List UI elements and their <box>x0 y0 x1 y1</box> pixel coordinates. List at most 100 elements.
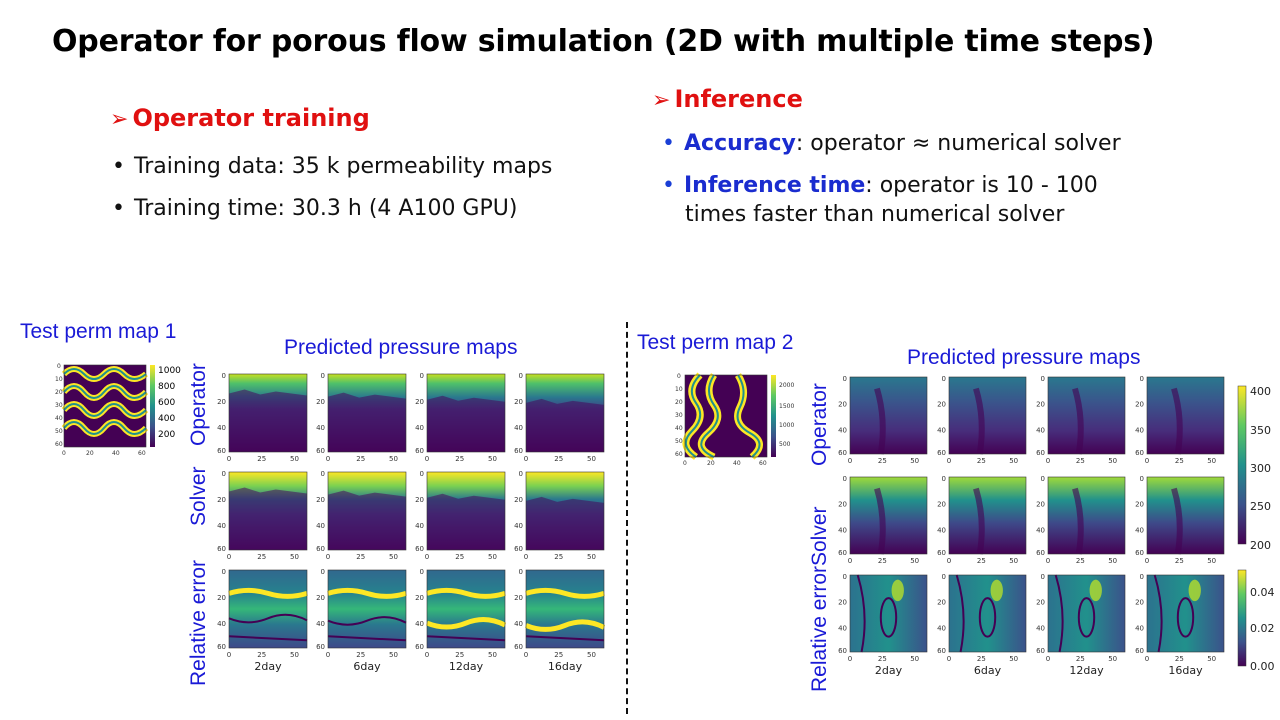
left-perm-xtick: 40 <box>112 450 120 457</box>
left-map-ytick: 0 <box>420 568 424 576</box>
right-map-xtick: 50 <box>1207 557 1216 565</box>
left-map-xtick: 0 <box>524 651 528 659</box>
right-map-ytick: 60 <box>1036 449 1045 457</box>
right-error-hotspot <box>1188 579 1201 602</box>
left-error-band <box>426 587 506 599</box>
left-map-xtick: 25 <box>257 553 266 561</box>
right-map-ytick: 60 <box>1036 647 1045 655</box>
right-perm-cbar-tick: 2000 <box>779 382 794 389</box>
right-map-ytick: 40 <box>937 426 946 434</box>
left-perm-ytick: 0 <box>57 363 61 370</box>
right-error-contour <box>1176 597 1195 638</box>
right-map-ytick: 20 <box>838 401 847 409</box>
left-error-line <box>426 635 506 642</box>
right-map-ytick: 40 <box>1036 426 1045 434</box>
left-perm-channel-core <box>63 385 147 399</box>
right-day-label: 16day <box>1168 664 1203 677</box>
right-map-ytick: 0 <box>1140 573 1144 581</box>
left-map-ytick: 40 <box>514 424 523 432</box>
left-perm-map: 1000 800 600 400 200 0 10 20 30 40 50 60… <box>55 363 181 457</box>
left-map-xtick: 25 <box>356 455 365 463</box>
inference-heading-text: Inference <box>674 85 803 113</box>
right-map-ytick: 0 <box>942 573 946 581</box>
bullet-icon: • <box>112 154 125 179</box>
right-map-xtick: 25 <box>977 457 986 465</box>
right-map-frame <box>1047 574 1126 653</box>
right-map-xtick: 50 <box>910 557 919 565</box>
left-perm-cbar-tick: 200 <box>158 430 175 440</box>
right-map-xtick: 25 <box>1076 557 1085 565</box>
right-map-xtick: 25 <box>1175 557 1184 565</box>
left-map-ytick: 60 <box>415 447 424 455</box>
right-map-xtick: 0 <box>1145 655 1149 663</box>
right-map-ytick: 20 <box>838 501 847 509</box>
right-map-frame <box>948 476 1027 555</box>
training-bullet-text: Training data: 35 k permeability maps <box>134 154 553 179</box>
right-perm-ytick: 50 <box>675 438 683 445</box>
right-map-cell <box>850 477 927 554</box>
right-map-frame <box>849 574 928 653</box>
left-map-xtick: 50 <box>389 651 398 659</box>
left-map-ytick: 60 <box>316 643 325 651</box>
left-map-ytick: 40 <box>514 522 523 530</box>
right-map-ytick: 60 <box>937 549 946 557</box>
left-map-ytick: 40 <box>217 522 226 530</box>
right-map-xtick: 50 <box>1108 457 1117 465</box>
right-error-contour <box>879 597 898 638</box>
left-error-band <box>525 587 605 599</box>
left-map-ytick: 60 <box>217 447 226 455</box>
left-map-ytick: 20 <box>217 398 226 406</box>
right-perm-ytick: 10 <box>675 386 683 393</box>
right-map-ytick: 0 <box>942 375 946 383</box>
right-perm-xtick: 0 <box>683 460 687 467</box>
right-map-ytick: 20 <box>1036 501 1045 509</box>
right-map-ytick: 20 <box>937 599 946 607</box>
right-map-ytick: 60 <box>1135 549 1144 557</box>
left-map-frame <box>327 471 407 551</box>
inference-time-text: : operator is 10 - 100 <box>865 173 1098 198</box>
right-day-label: 2day <box>875 664 903 677</box>
slide-title: Operator for porous flow simulation (2D … <box>52 24 1155 59</box>
left-perm-cbar-tick: 400 <box>158 414 175 424</box>
right-map-xtick: 25 <box>1175 655 1184 663</box>
right-map-xtick: 50 <box>1009 457 1018 465</box>
right-map-plume <box>1171 387 1183 455</box>
left-map-ytick: 40 <box>316 620 325 628</box>
right-error-contour <box>955 574 965 653</box>
right-map-ytick: 20 <box>937 401 946 409</box>
left-map-xtick: 0 <box>425 455 429 463</box>
right-map-frame <box>1146 376 1225 455</box>
right-map-frame <box>1146 574 1225 653</box>
left-perm-channel-core <box>63 421 147 435</box>
left-error-band <box>327 587 407 599</box>
left-map-xtick: 0 <box>326 455 330 463</box>
left-map-xtick: 50 <box>587 651 596 659</box>
left-map-xtick: 25 <box>554 553 563 561</box>
left-perm-label: Test perm map 1 <box>20 320 177 343</box>
left-map-cell <box>526 570 604 648</box>
right-map-ytick: 0 <box>1041 573 1045 581</box>
left-map-ytick: 0 <box>420 470 424 478</box>
training-bullet-2: • Training time: 30.3 h (4 A100 GPU) <box>112 196 517 221</box>
right-map-xtick: 0 <box>848 457 852 465</box>
right-map-cell <box>1048 377 1125 454</box>
accuracy-keyword: Accuracy <box>684 131 796 156</box>
left-map-cell <box>427 570 505 648</box>
left-error-line <box>327 635 407 642</box>
right-perm-channel-core <box>700 374 719 458</box>
left-map-xtick: 50 <box>488 651 497 659</box>
left-perm-xtick: 0 <box>62 450 66 457</box>
left-map-ytick: 0 <box>321 470 325 478</box>
right-map-cell <box>1147 477 1224 554</box>
right-map-xtick: 0 <box>1046 457 1050 465</box>
left-map-ytick: 0 <box>222 470 226 478</box>
right-error-contour <box>978 597 997 638</box>
bullet-icon: • <box>662 131 675 156</box>
left-map-xtick: 50 <box>290 455 299 463</box>
right-map-ytick: 40 <box>838 426 847 434</box>
left-map-ytick: 20 <box>316 594 325 602</box>
right-perm-ytick: 0 <box>677 373 681 380</box>
left-perm-colorbar <box>150 365 155 447</box>
